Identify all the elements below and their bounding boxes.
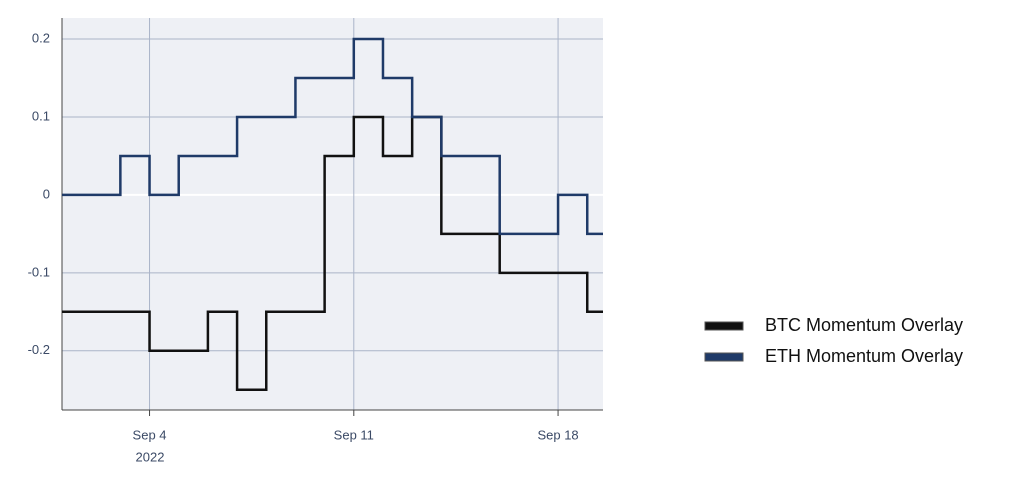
y-tick-label: 0	[43, 186, 50, 201]
x-tick-label: Sep 4	[133, 427, 167, 442]
legend-text: BTC Momentum Overlay	[765, 315, 963, 335]
x-tick-label: Sep 11	[334, 427, 374, 442]
x-tick-label: Sep 18	[537, 427, 578, 442]
legend-swatch	[704, 321, 744, 331]
x-year-label: 2022	[136, 449, 165, 464]
series-line	[62, 115, 603, 391]
plot-background	[62, 18, 603, 410]
y-tick-label: 0.1	[32, 108, 50, 123]
legend-text: ETH Momentum Overlay	[765, 346, 963, 366]
y-tick-label: 0.2	[32, 30, 50, 45]
legend-swatch	[704, 352, 744, 362]
series-line	[62, 37, 603, 236]
y-tick-label: -0.1	[28, 264, 50, 279]
y-tick-label: -0.2	[28, 342, 50, 357]
